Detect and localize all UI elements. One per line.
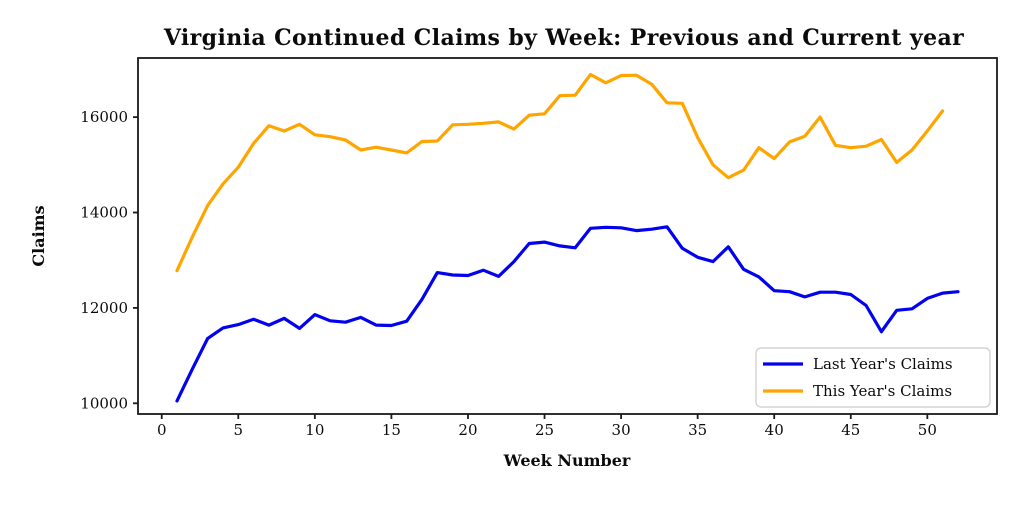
x-tick-label: 25 [535,421,554,439]
y-tick-label: 12000 [80,299,128,317]
legend-box [755,347,991,408]
axes: 0 5 10 15 20 25 30 35 40 45 50 10000 12000 14000 16000 [80,57,998,439]
x-tick-label: 35 [688,421,707,439]
x-tick-label: 30 [612,421,631,439]
legend-label-this-year: This Year's Claims [813,382,952,400]
chart-title: Virginia Continued Claims by Week: Previ… [163,25,964,51]
legend-label-last-year: Last Year's Claims [813,355,953,373]
y-tick-label: 10000 [80,394,128,412]
line-last-year [175,225,960,403]
legend: Last Year's Claims This Year's Claims [755,347,991,408]
x-tick-label: 40 [765,421,784,439]
line-this-year [175,72,945,273]
y-tick-label: 14000 [80,204,128,222]
y-tick-label: 16000 [80,108,128,126]
y-axis-label: Claims [29,205,48,266]
series-lines [175,72,960,403]
x-tick-label: 0 [157,421,167,439]
x-axis-label: Week Number [503,451,631,470]
x-tick-label: 10 [305,421,324,439]
x-tick-label: 45 [841,421,860,439]
x-tick-label: 5 [234,421,244,439]
plot-box [137,57,998,415]
x-tick-label: 15 [382,421,401,439]
x-tick-label: 20 [458,421,477,439]
x-tick-label: 50 [918,421,937,439]
